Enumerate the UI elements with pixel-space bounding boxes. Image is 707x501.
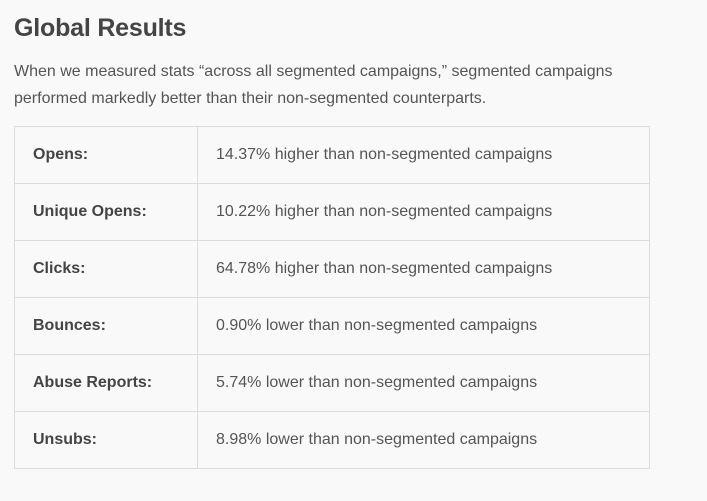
results-table: Opens: 14.37% higher than non-segmented … <box>14 126 650 469</box>
metric-value: 14.37% higher than non-segmented campaig… <box>197 126 650 184</box>
table-row: Clicks: 64.78% higher than non-segmented… <box>14 240 650 298</box>
table-row: Unsubs: 8.98% lower than non-segmented c… <box>14 411 650 469</box>
table-row: Bounces: 0.90% lower than non-segmented … <box>14 297 650 355</box>
article-content: Global Results When we measured stats “a… <box>14 10 694 469</box>
metric-label: Bounces: <box>14 297 198 355</box>
page-title: Global Results <box>14 14 187 42</box>
metric-value: 64.78% higher than non-segmented campaig… <box>197 240 650 298</box>
intro-paragraph: When we measured stats “across all segme… <box>14 63 613 107</box>
metric-label: Unsubs: <box>14 411 198 469</box>
table-row: Opens: 14.37% higher than non-segmented … <box>14 126 650 184</box>
table-row: Unique Opens: 10.22% higher than non-seg… <box>14 183 650 241</box>
metric-label: Clicks: <box>14 240 198 298</box>
metric-value: 10.22% higher than non-segmented campaig… <box>197 183 650 241</box>
metric-label: Abuse Reports: <box>14 354 198 412</box>
metric-label: Opens: <box>14 126 198 184</box>
metric-value: 0.90% lower than non-segmented campaigns <box>197 297 650 355</box>
table-row: Abuse Reports: 5.74% lower than non-segm… <box>14 354 650 412</box>
metric-value: 5.74% lower than non-segmented campaigns <box>197 354 650 412</box>
metric-value: 8.98% lower than non-segmented campaigns <box>197 411 650 469</box>
metric-label: Unique Opens: <box>14 183 198 241</box>
